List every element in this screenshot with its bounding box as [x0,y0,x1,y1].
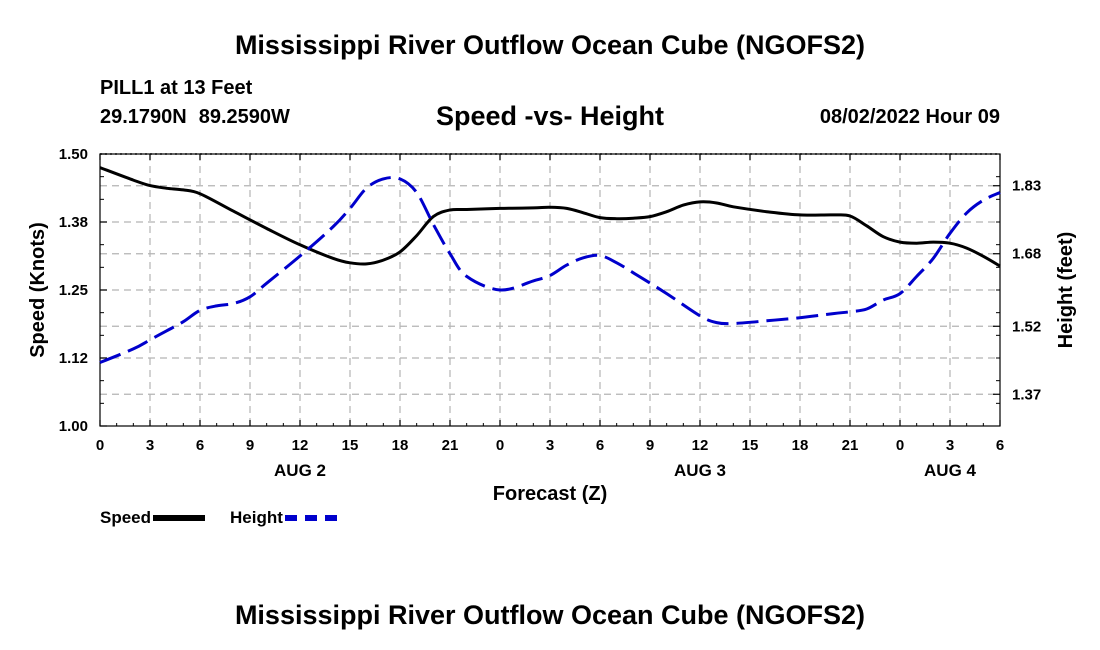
x-tick-label: 15 [342,437,359,454]
series [99,166,1001,364]
chart-subtitle: Speed -vs- Height [435,101,665,131]
y-tick-label: 1.25 [59,282,88,299]
series-line-height [99,176,1001,364]
legend-height-swatch [284,515,337,521]
day-label: AUG 4 [924,461,977,480]
x-tick-label: 12 [292,437,309,454]
x-tick-label: 18 [392,437,409,454]
legend-speed: Speed [100,508,206,528]
y2-axis-title: Height (feet) [1055,232,1077,349]
y2-tick-label: 1.68 [1012,246,1041,263]
axes: 0 3 6 9 12 15 18 21 0 3 6 9 12 15 18 21 0 3 6 AUG 2 AUG 3 AUG… [59,146,1041,480]
legend-height: Height [230,508,337,528]
x-tick-label: 0 [96,437,104,454]
longitude: 89.2590W [198,106,290,128]
footer-title: Mississippi River Outflow Ocean Cube (NG… [234,600,866,630]
latitude: 29.1790N [100,106,187,128]
y-axis-title: Speed (Knots) [27,222,49,358]
series-line-speed [99,166,1001,268]
y2-tick-label: 1.52 [1012,318,1041,335]
x-tick-label: 3 [946,437,954,454]
x-tick-label: 18 [792,437,809,454]
day-label: AUG 3 [674,461,726,480]
x-tick-label: 15 [742,437,759,454]
forecast-datetime: 08/02/2022 Hour 09 [819,106,1000,128]
station-coordinates: 29.1790N 89.2590W [100,106,302,129]
y-tick-label: 1.12 [59,350,88,367]
y-tick-label: 1.00 [59,418,88,435]
page-title: Mississippi River Outflow Ocean Cube (NG… [234,30,866,60]
x-tick-label: 21 [842,437,859,454]
grid [100,154,1000,426]
y2-tick-label: 1.37 [1012,386,1041,403]
y2-tick-label: 1.83 [1012,178,1041,195]
day-label: AUG 2 [274,461,326,480]
x-tick-label: 9 [646,437,654,454]
x-tick-label: 0 [496,437,504,454]
x-tick-label: 3 [146,437,154,454]
station-label: PILL1 at 13 Feet [100,77,253,99]
x-tick-label: 0 [896,437,904,454]
x-tick-label: 6 [996,437,1004,454]
x-tick-label: 21 [442,437,459,454]
legend-speed-swatch [153,515,206,521]
y-tick-label: 1.38 [59,214,88,231]
x-tick-label: 6 [596,437,604,454]
legend-speed-label: Speed [100,508,152,527]
y-tick-label: 1.50 [59,146,88,163]
legend-height-label: Height [230,508,283,527]
x-axis-title: Forecast (Z) [493,483,607,505]
x-tick-label: 9 [246,437,254,454]
x-tick-label: 6 [196,437,204,454]
x-tick-label: 12 [692,437,709,454]
x-tick-label: 3 [546,437,554,454]
